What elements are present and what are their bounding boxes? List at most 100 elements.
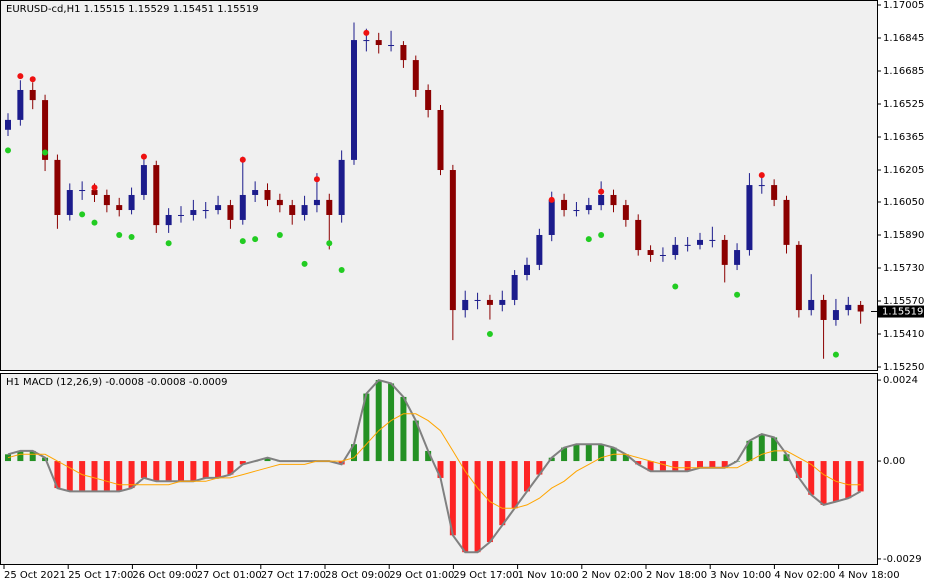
- macd-bar: [635, 461, 642, 465]
- macd-bar: [425, 450, 432, 462]
- candle-body: [5, 119, 11, 130]
- candle-body: [585, 205, 592, 211]
- candle-body: [709, 239, 716, 241]
- macd-bar: [437, 461, 444, 478]
- macd-bar: [363, 393, 370, 462]
- candle-body: [239, 194, 246, 220]
- macd-bar: [449, 461, 456, 536]
- candle-body: [289, 205, 296, 215]
- x-tick-label: 25 Oct 17:00: [68, 570, 133, 581]
- resistance-dot: [29, 76, 36, 83]
- candle-body: [635, 219, 642, 251]
- macd-bar: [103, 461, 110, 492]
- macd-bar: [795, 461, 802, 478]
- x-tick-label: 28 Oct 09:00: [325, 570, 390, 581]
- macd-bar: [585, 444, 592, 462]
- candle-body: [486, 299, 493, 305]
- x-tick-label: 4 Nov 18:00: [839, 570, 900, 581]
- x-tick-label: 2 Nov 02:00: [582, 570, 643, 581]
- candle-body: [783, 199, 790, 245]
- candle-body: [116, 205, 123, 211]
- resistance-dot: [239, 156, 246, 163]
- support-dot: [585, 236, 592, 243]
- candle-body: [499, 299, 506, 305]
- candle-body: [610, 194, 617, 206]
- macd-bar: [573, 444, 580, 462]
- macd-bar: [709, 461, 716, 468]
- macd-bar: [462, 461, 469, 553]
- candle-body: [276, 199, 283, 206]
- candle-body: [462, 299, 469, 311]
- x-tick-label: 2 Nov 18:00: [646, 570, 707, 581]
- x-tick-label: 29 Oct 01:00: [389, 570, 454, 581]
- macd-bar: [128, 461, 135, 489]
- candle-body: [363, 40, 370, 42]
- macd-bar: [684, 461, 691, 472]
- macd-title: H1 MACD (12,26,9) -0.0008 -0.0008 -0.000…: [6, 377, 228, 388]
- support-dot: [672, 283, 679, 290]
- candle-body: [672, 244, 679, 255]
- candle-body: [697, 239, 703, 245]
- y-tick-label: 1.16205: [883, 165, 924, 176]
- candle-body: [165, 214, 172, 226]
- candle-body: [190, 210, 197, 215]
- macd-bar: [388, 383, 395, 462]
- support-dot: [301, 260, 308, 267]
- candle-body: [128, 194, 135, 211]
- macd-bar: [845, 461, 852, 499]
- macd-bar: [400, 396, 407, 462]
- resistance-dot: [598, 188, 605, 195]
- candle-body: [17, 89, 24, 120]
- support-dot: [338, 267, 345, 274]
- resistance-dot: [758, 172, 765, 179]
- candle-body: [42, 100, 49, 160]
- macd-bar: [54, 461, 61, 489]
- y-tick-label: 1.16365: [883, 132, 924, 143]
- macd-bar: [190, 461, 197, 482]
- candle-body: [412, 60, 419, 90]
- chart-title: EURUSD-cd,H1 1.15515 1.15529 1.15451 1.1…: [6, 4, 259, 15]
- macd-bar: [29, 450, 36, 462]
- candle-body: [561, 199, 568, 211]
- macd-bar: [771, 437, 778, 462]
- y-tick-label: 1.17005: [883, 0, 924, 11]
- candle-body: [659, 254, 666, 256]
- x-tick-label: 26 Oct 09:00: [132, 570, 197, 581]
- candle-body: [66, 190, 73, 215]
- support-dot: [598, 231, 605, 238]
- candle-body: [313, 199, 320, 206]
- macd-bar: [351, 444, 357, 462]
- candle-body: [771, 185, 778, 200]
- candle-body: [388, 45, 395, 47]
- candle-body: [857, 304, 864, 312]
- current-price-label: 1.15519: [882, 307, 923, 318]
- candle-body: [301, 205, 308, 215]
- macd-bar: [659, 461, 666, 472]
- candle-body: [338, 159, 345, 215]
- support-dot: [252, 236, 259, 243]
- current-price-box: [878, 305, 924, 318]
- candle-body: [29, 89, 36, 101]
- macd-bar: [857, 461, 864, 492]
- candle-body: [400, 45, 407, 61]
- candle-body: [795, 244, 802, 311]
- candle-body: [351, 40, 357, 160]
- x-tick-label: 25 Oct 2021: [4, 570, 66, 581]
- x-tick-label: 3 Nov 10:00: [710, 570, 771, 581]
- candle-body: [449, 170, 456, 311]
- macd-y-tick-label: 0.0024: [883, 375, 918, 386]
- support-dot: [276, 231, 283, 238]
- candle-body: [734, 250, 741, 265]
- candle-body: [227, 205, 234, 220]
- macd-y-tick-label: -0.0029: [883, 554, 922, 565]
- macd-bar: [239, 461, 246, 465]
- macd-bar: [79, 461, 86, 492]
- candle-body: [79, 190, 86, 192]
- candle-body: [845, 304, 852, 311]
- macd-bar: [474, 461, 481, 553]
- macd-bar: [264, 457, 271, 462]
- support-dot: [734, 291, 741, 298]
- candle-body: [524, 264, 530, 276]
- support-dot: [116, 231, 123, 238]
